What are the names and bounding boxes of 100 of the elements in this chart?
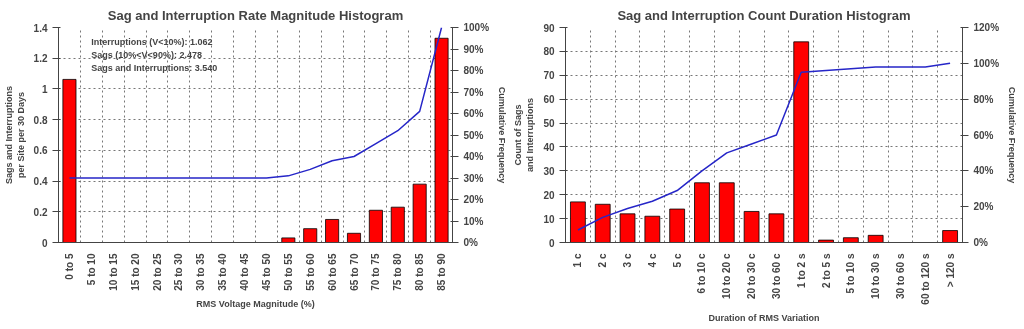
x-tick-label: > 120 s	[944, 253, 956, 288]
x-tick-label: 70 to 75	[370, 253, 382, 291]
bar	[768, 213, 785, 243]
y-tick-label: 70	[543, 70, 555, 82]
y-tick-label: 10	[543, 213, 555, 225]
y-axis-title: Sags and Interruptions per Site per 30 Days	[3, 85, 26, 185]
bar	[867, 234, 884, 243]
x-tick-label: 3 c	[622, 253, 634, 268]
bar	[669, 208, 685, 243]
x-tick-label: 4 c	[646, 253, 658, 268]
x-tick-label: 30 to 60 s	[894, 253, 906, 300]
line-series	[577, 62, 951, 231]
y-axis-title: Count of Sags and Interruptions	[513, 98, 536, 172]
bar	[325, 219, 340, 243]
y2-tick-label: 50%	[463, 129, 484, 141]
x-tick-label: 75 to 80	[392, 253, 404, 291]
x-tick-label: 60 to 65	[326, 253, 338, 291]
y2-axis-title: Cumulative Frequency	[1007, 86, 1018, 184]
bar	[843, 237, 859, 243]
chart-title: Sag and Interruption Count Duration Histogram	[617, 7, 911, 23]
line-series	[68, 27, 443, 179]
bar	[347, 232, 361, 243]
y-tick-label: 0	[41, 237, 48, 249]
x-tick-label: 6 to 10 c	[696, 253, 708, 294]
y-tick-label: 0	[548, 237, 555, 249]
y-tick-label: 1	[41, 83, 48, 95]
x-tick-label: 25 to 30	[173, 253, 185, 291]
chart-title: Sag and Interruption Rate Magnitude Histogram	[107, 7, 404, 23]
x-tick-label: 55 to 60	[304, 253, 316, 291]
x-tick-label: 1 c	[572, 253, 584, 268]
x-axis-title: Duration of RMS Variation	[708, 312, 820, 323]
y-tick-label: 0.2	[33, 206, 48, 218]
x-tick-label: 40 to 45	[239, 253, 251, 291]
y2-tick-label: 100%	[463, 22, 490, 33]
y-tick-label: 50	[543, 118, 555, 130]
bar	[818, 239, 834, 243]
y2-axis-title: Cumulative Frequency	[497, 86, 508, 184]
x-tick-label: 65 to 70	[348, 253, 360, 291]
y-tick-label: 0.6	[33, 145, 48, 157]
y2-tick-label: 10%	[463, 215, 484, 227]
y2-tick-label: 70%	[463, 86, 484, 98]
x-tick-label: 10 to 15	[107, 253, 119, 291]
y2-tick-label: 20%	[463, 194, 484, 205]
bar	[718, 182, 735, 243]
bar	[694, 182, 710, 243]
y-tick-label: 1.4	[33, 22, 48, 34]
y2-tick-label: 40%	[463, 151, 484, 162]
x-tick-label: 20 to 30 c	[746, 253, 758, 300]
y2-tick-label: 60%	[463, 108, 484, 119]
x-tick-label: 30 to 35	[195, 253, 207, 291]
y-tick-label: 30	[543, 165, 555, 177]
y2-tick-label: 60%	[973, 129, 994, 141]
y2-tick-label: 30%	[463, 172, 484, 184]
x-tick-label: 10 to 20 c	[721, 253, 733, 300]
annotation: Sags (10%<V<90%): 2.478	[91, 49, 202, 60]
x-tick-label: 30 to 60 c	[770, 253, 782, 300]
y2-tick-label: 0%	[463, 237, 479, 248]
bar	[390, 206, 405, 243]
y2-tick-label: 80%	[973, 93, 994, 105]
x-tick-label: 60 to 120 s	[919, 253, 931, 305]
x-tick-label: 15 to 20	[129, 253, 141, 291]
y-tick-label: 20	[543, 189, 555, 201]
y2-tick-label: 100%	[973, 57, 1000, 69]
x-tick-label: 1 to 2 s	[795, 253, 807, 288]
bar	[743, 211, 760, 243]
y2-tick-label: 90%	[463, 43, 484, 55]
y-tick-label: 90	[543, 22, 555, 34]
x-tick-label: 0 to 5	[63, 253, 75, 280]
annotation: Sags and Interruptions: 3.540	[91, 62, 218, 73]
x-tick-label: 20 to 25	[151, 253, 163, 291]
y-tick-label: 60	[543, 94, 555, 106]
bar	[303, 228, 318, 243]
bar	[619, 213, 636, 243]
x-tick-label: 10 to 30 s	[870, 253, 882, 300]
x-tick-label: 50 to 55	[282, 253, 294, 291]
x-tick-label: 2 to 5 s	[820, 253, 832, 288]
bar	[62, 79, 77, 243]
x-tick-label: 45 to 50	[260, 253, 272, 291]
annotation: Interruptions (V<10%): 1.062	[91, 36, 213, 47]
y2-tick-label: 0%	[973, 237, 989, 248]
bar	[434, 37, 449, 243]
x-tick-label: 5 to 10	[85, 253, 97, 286]
bar	[644, 215, 661, 243]
bar	[281, 237, 296, 243]
x-tick-label: 85 to 90	[436, 253, 448, 291]
x-tick-label: 5 to 10 s	[845, 253, 857, 294]
x-tick-label: 35 to 40	[217, 253, 229, 291]
y2-tick-label: 40%	[973, 165, 994, 177]
bar	[570, 201, 586, 243]
y-tick-label: 0.8	[33, 114, 48, 126]
bar	[793, 41, 810, 243]
bar	[368, 209, 383, 243]
x-tick-label: 2 c	[597, 253, 609, 268]
y2-tick-label: 20%	[973, 201, 994, 213]
y-tick-label: 80	[543, 46, 555, 58]
bar	[594, 203, 611, 243]
y2-tick-label: 120%	[973, 22, 1000, 33]
bar	[942, 230, 958, 243]
y-tick-label: 1.2	[33, 53, 48, 65]
x-axis-title: RMS Voltage Magnitude (%)	[196, 298, 315, 309]
